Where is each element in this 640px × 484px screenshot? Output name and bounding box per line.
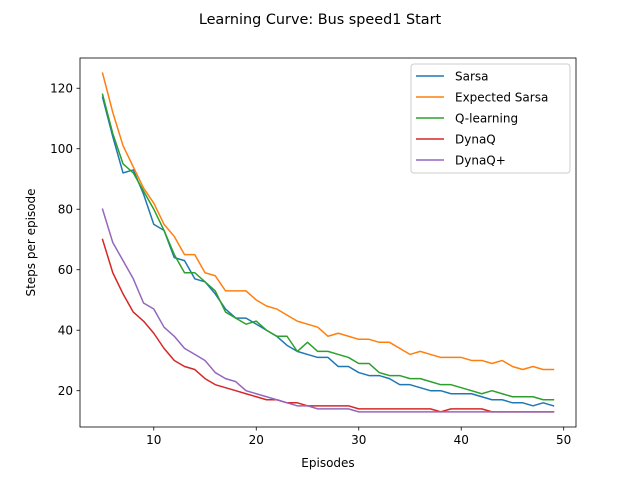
legend-label-expected-sarsa: Expected Sarsa (455, 90, 548, 104)
legend-label-dynaq: DynaQ (455, 132, 496, 146)
y-tick-label: 20 (58, 384, 73, 398)
y-tick-label: 80 (58, 203, 73, 217)
y-tick-label: 120 (50, 82, 73, 96)
series-line-dynaq (101, 238, 555, 413)
legend-label-sarsa: Sarsa (455, 69, 489, 83)
y-tick-label: 60 (58, 263, 73, 277)
x-axis-label: Episodes (301, 456, 354, 470)
series-line-dynaq- (101, 208, 555, 413)
legend-label-q-learning: Q-learning (455, 111, 518, 125)
series-line-sarsa (101, 96, 555, 407)
series-layer (101, 72, 555, 413)
chart-title: Learning Curve: Bus speed1 Start (199, 12, 442, 28)
legend-label-dynaq-: DynaQ+ (455, 153, 506, 167)
legend: Sarsa Expected Sarsa Q-learning DynaQ DynaQ+ (410, 63, 571, 174)
legend-frame (410, 63, 571, 174)
y-axis-label: Steps per episode (24, 188, 38, 296)
y-axis: 20 40 60 80 100 120 (50, 82, 80, 398)
x-tick-label: 50 (556, 433, 571, 447)
series-line-expected-sarsa (101, 72, 555, 371)
x-axis: 10 20 30 40 50 (146, 427, 571, 447)
x-tick-label: 20 (249, 433, 264, 447)
x-tick-label: 40 (454, 433, 469, 447)
y-tick-label: 40 (58, 324, 73, 338)
x-tick-label: 10 (146, 433, 161, 447)
x-tick-label: 30 (351, 433, 366, 447)
y-tick-label: 100 (50, 142, 73, 156)
series-line-q-learning (101, 93, 555, 401)
